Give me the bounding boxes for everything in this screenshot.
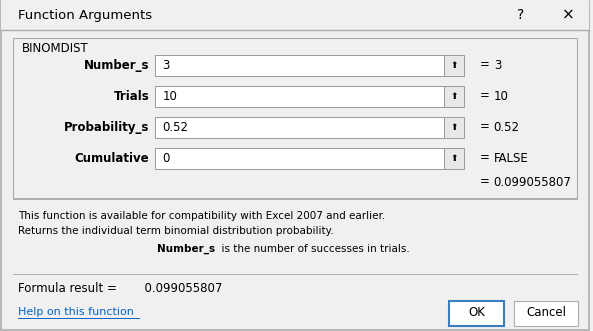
FancyBboxPatch shape	[1, 0, 589, 30]
Text: Cumulative: Cumulative	[75, 152, 149, 165]
FancyBboxPatch shape	[13, 38, 578, 198]
Text: Function Arguments: Function Arguments	[18, 9, 152, 22]
Text: Cancel: Cancel	[526, 307, 566, 319]
Text: =: =	[480, 175, 490, 188]
Text: Returns the individual term binomial distribution probability.: Returns the individual term binomial dis…	[18, 226, 333, 237]
Text: ⬆: ⬆	[450, 154, 458, 163]
FancyBboxPatch shape	[444, 85, 464, 107]
Text: This function is available for compatibility with Excel 2007 and earlier.: This function is available for compatibi…	[18, 211, 385, 221]
Text: ⬆: ⬆	[450, 91, 458, 101]
FancyBboxPatch shape	[155, 55, 444, 75]
Text: =: =	[480, 120, 490, 133]
Text: 10: 10	[162, 89, 177, 103]
FancyBboxPatch shape	[514, 301, 578, 325]
Text: Formula result =: Formula result =	[18, 282, 117, 296]
FancyBboxPatch shape	[444, 117, 464, 137]
FancyBboxPatch shape	[155, 117, 444, 137]
Text: Number_s: Number_s	[84, 59, 149, 71]
FancyBboxPatch shape	[155, 148, 444, 168]
Text: 10: 10	[494, 89, 509, 103]
Text: FALSE: FALSE	[494, 152, 528, 165]
Text: Number_s: Number_s	[157, 244, 215, 254]
Text: Trials: Trials	[114, 89, 149, 103]
Text: Probability_s: Probability_s	[64, 120, 149, 133]
Text: 0.099055807: 0.099055807	[494, 175, 572, 188]
Text: 0.099055807: 0.099055807	[138, 282, 223, 296]
Text: OK: OK	[468, 307, 484, 319]
Text: 3: 3	[162, 59, 170, 71]
Text: Help on this function: Help on this function	[18, 307, 134, 317]
Text: ⬆: ⬆	[450, 61, 458, 70]
Text: ⬆: ⬆	[450, 122, 458, 131]
Text: BINOMDIST: BINOMDIST	[22, 42, 88, 55]
FancyBboxPatch shape	[444, 148, 464, 168]
Text: 0.52: 0.52	[494, 120, 519, 133]
Text: =: =	[480, 152, 490, 165]
FancyBboxPatch shape	[155, 85, 444, 107]
Text: ?: ?	[517, 8, 524, 22]
Text: =: =	[480, 59, 490, 71]
Text: ×: ×	[562, 8, 575, 23]
Text: 0.52: 0.52	[162, 120, 188, 133]
Text: 3: 3	[494, 59, 501, 71]
Text: is the number of successes in trials.: is the number of successes in trials.	[215, 244, 410, 254]
FancyBboxPatch shape	[444, 55, 464, 75]
Text: 0: 0	[162, 152, 170, 165]
FancyBboxPatch shape	[449, 301, 503, 325]
Text: =: =	[480, 89, 490, 103]
